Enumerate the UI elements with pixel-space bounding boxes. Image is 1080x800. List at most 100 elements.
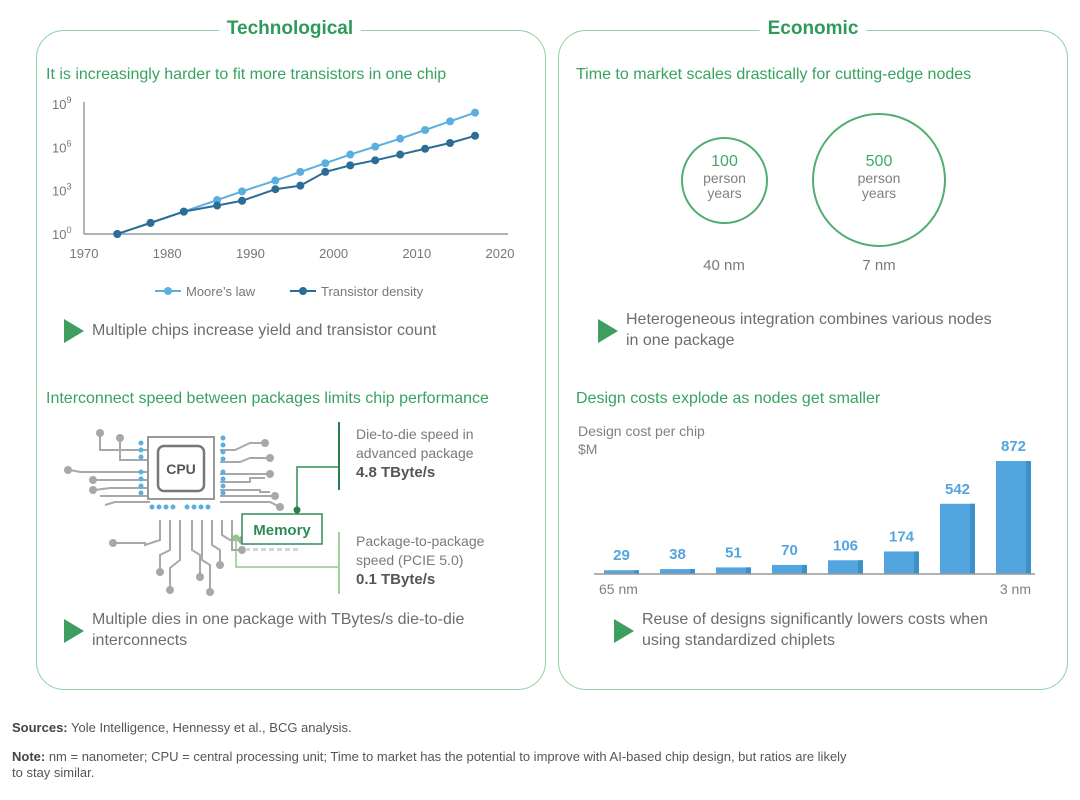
die-to-die-text: Die-to-die speed in advanced package 4.8… [356, 425, 474, 482]
x-label-first: 65 nm [599, 581, 638, 597]
data-point [113, 230, 122, 238]
cpu-chip-inner [156, 444, 206, 493]
x-tick-label: 2000 [319, 246, 348, 261]
die-to-die-connector [296, 466, 340, 510]
bar [772, 564, 807, 574]
bar-shade [634, 570, 639, 574]
data-point [346, 161, 355, 170]
bullet-reuse-designs: Reuse of designs significantly lowers co… [642, 609, 988, 651]
data-point [471, 108, 480, 117]
bullet-line: in one package [626, 332, 735, 349]
die-to-die-line1: Die-to-die speed in [356, 426, 474, 442]
data-point [213, 196, 222, 205]
package-value: 0.1 TByte/s [356, 571, 436, 588]
data-point [146, 218, 155, 227]
circle-unit: years [861, 185, 897, 201]
transistor-line-chart: 1970 1980 1990 2000 2010 2020 100 103 106 109 Moor… [52, 95, 515, 299]
x-label-last: 3 nm [1000, 581, 1031, 597]
data-point [396, 134, 405, 143]
die-to-die-bar [338, 422, 340, 490]
design-cost-heading: Design costs explode as nodes get smalle… [576, 390, 881, 407]
node-40nm-label: 40 nm [703, 257, 745, 274]
bar-shade [1026, 461, 1031, 574]
legend-label: Transistor density [321, 284, 424, 299]
technological-title: Technological [218, 18, 362, 40]
connector-dot [232, 534, 240, 542]
bullet-heterogeneous: Heterogeneous integration combines vario… [626, 309, 992, 351]
circuit-traces [69, 435, 281, 590]
circle-7nm: 500 person years [812, 113, 946, 247]
series-line-transistor-density [116, 134, 476, 235]
die-to-die-value: 4.8 TByte/s [356, 464, 436, 481]
memory-chip [241, 513, 323, 545]
data-point [296, 181, 305, 190]
bar-value-label: 29 [613, 547, 630, 564]
bullet-triangle-icon [64, 319, 84, 343]
data-point [471, 131, 480, 140]
data-point [321, 167, 330, 176]
bar-shade [802, 564, 807, 574]
note-footnote: Note: nm = nanometer; CPU = central proc… [12, 749, 1072, 781]
y-axis-unit: $M [578, 441, 597, 457]
package-speed-text: Package-to-package speed (PCIE 5.0) 0.1 … [356, 532, 484, 589]
data-point [446, 139, 455, 147]
data-point [396, 150, 405, 159]
package-connector [235, 538, 340, 568]
note-text-2: to stay similar. [12, 765, 95, 780]
data-point [238, 196, 247, 205]
bar [660, 569, 695, 574]
bar-shade [858, 560, 863, 574]
bullet-line: using standardized chiplets [642, 632, 836, 649]
interconnect-heading: Interconnect speed between packages limi… [46, 390, 489, 407]
memory-label: Memory [253, 522, 311, 539]
bullet-line: interconnects [92, 632, 188, 649]
bullet-multiple-dies: Multiple dies in one package with TBytes… [92, 609, 464, 651]
bar-shade [690, 569, 695, 574]
bullet-line: Heterogeneous integration combines vario… [626, 311, 992, 328]
package-line1: Package-to-package [356, 533, 485, 549]
bar-shade [914, 551, 919, 574]
connector-dot [293, 506, 301, 514]
design-cost-bar-chart: Design cost per chip $M 29 38 51 70 106 174 542 8… [578, 423, 1035, 597]
bar-value-label: 174 [889, 528, 915, 545]
y-tick-label: 100 [52, 225, 71, 242]
cpu-memory-diagram: CPU Memory [64, 422, 340, 596]
legend-label: Moore’s law [186, 284, 256, 299]
package-bar [338, 532, 340, 594]
bar [828, 560, 863, 574]
sources-label: Sources: [12, 720, 68, 735]
bullet-triangle-icon [64, 619, 84, 643]
data-point [371, 142, 380, 151]
bullet-triangle-icon [614, 619, 634, 643]
die-to-die-line2: advanced package [356, 445, 474, 461]
x-tick-label: 1980 [153, 246, 182, 261]
x-tick-label: 2020 [486, 246, 515, 261]
package-line2: speed (PCIE 5.0) [356, 552, 464, 568]
legend-marker [164, 287, 172, 295]
bar-value-label: 872 [1001, 438, 1026, 455]
y-tick-label: 103 [52, 182, 71, 199]
y-axis-label: Design cost per chip [578, 423, 705, 439]
bar [996, 461, 1031, 574]
cpu-label: CPU [166, 461, 196, 477]
bar-value-label: 38 [669, 546, 686, 563]
data-point [321, 159, 330, 168]
note-text: nm = nanometer; CPU = central processing… [45, 749, 847, 764]
x-tick-label: 1990 [236, 246, 265, 261]
data-point [346, 150, 355, 159]
circle-unit: years [707, 185, 742, 201]
circle-40nm: 100 person years [681, 137, 768, 224]
bar-value-label: 542 [945, 481, 970, 498]
circle-unit: person [857, 170, 901, 186]
bar [940, 503, 975, 574]
data-point [271, 185, 280, 194]
data-point [296, 167, 305, 176]
data-point [179, 207, 188, 216]
bar-value-label: 106 [833, 537, 858, 554]
data-point [238, 187, 247, 196]
data-point [421, 144, 430, 153]
bar [716, 567, 751, 574]
data-point [371, 156, 380, 165]
y-tick-label: 109 [52, 95, 71, 112]
y-tick-label: 106 [52, 138, 71, 155]
